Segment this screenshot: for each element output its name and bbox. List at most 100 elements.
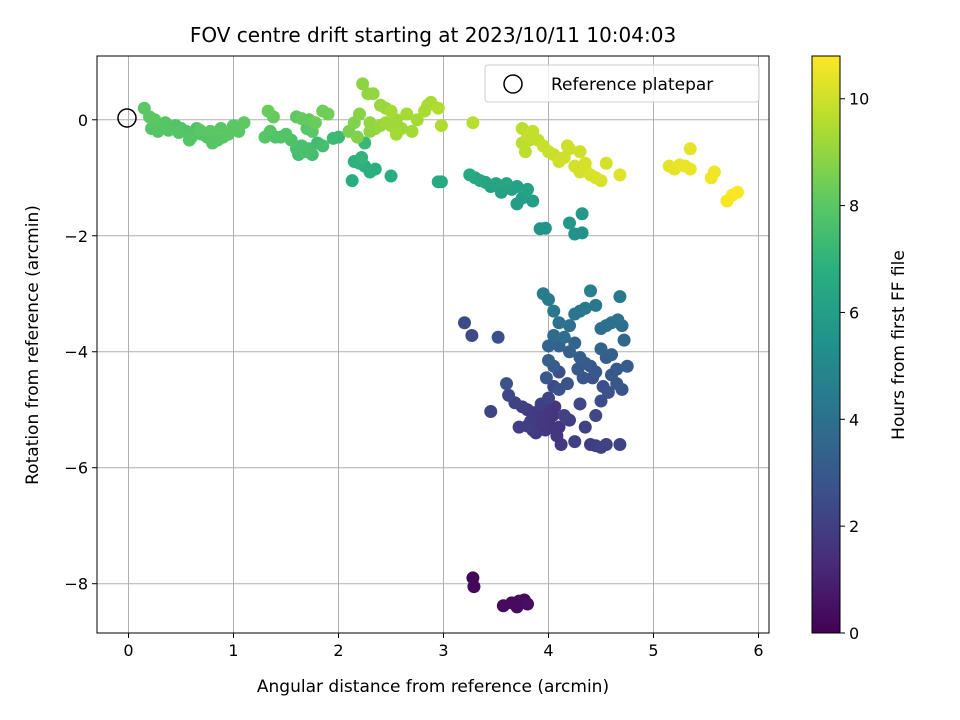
x-tick-label: 3 [438,641,448,660]
data-point [405,124,419,138]
data-point [575,226,589,240]
y-tick-label: 0 [78,111,88,130]
y-axis-label: Rotation from reference (arcmin) [23,205,43,485]
data-point [560,139,574,153]
y-tick-label: −4 [64,343,88,362]
data-point [500,177,513,191]
data-point [465,329,479,343]
data-point [458,316,471,330]
data-point [594,342,608,356]
y-tick-label: −8 [64,575,88,594]
data-point [568,435,582,449]
legend-box [484,64,760,103]
data-point [366,87,380,101]
data-point [584,284,597,298]
data-point [431,101,445,115]
data-point [363,116,377,130]
data-point [554,438,568,452]
data-point [400,107,414,121]
data-point [542,353,555,367]
data-point [434,175,448,189]
colorbar-tick-label: 6 [849,303,859,322]
colorbar-label: Hours from first FF file [889,250,909,440]
data-point [384,169,398,183]
colorbar-tick-label: 4 [849,410,859,429]
data-point [368,162,382,176]
data-point [605,348,618,362]
data-point [356,77,370,91]
colorbar-tick-label: 2 [849,517,859,536]
data-point [308,116,322,130]
x-tick-label: 5 [648,641,658,660]
data-point [599,156,613,170]
data-point [521,419,534,433]
data-point [575,207,589,221]
data-point [538,221,552,235]
data-point [389,127,403,141]
data-point [547,329,561,343]
data-point [731,185,744,199]
x-tick-label: 2 [333,641,343,660]
data-point [491,330,505,344]
data-point [578,420,592,434]
data-point [605,316,618,330]
data-point [137,101,151,115]
data-point [502,388,516,402]
data-point [182,133,196,147]
y-tick-label: −6 [64,459,88,478]
data-point [594,394,608,408]
data-point [613,168,627,182]
data-point [617,333,631,347]
plot-frame [96,55,770,634]
data-point [355,150,369,164]
data-point [526,194,540,208]
data-point [560,377,574,391]
data-point [521,182,534,196]
data-point [599,438,613,452]
colorbar-tick-label: 10 [849,90,869,109]
x-tick-label: 6 [753,641,763,660]
data-point [326,131,340,145]
data-point [161,123,175,137]
data-point [568,307,582,321]
data-point [321,107,335,121]
data-point [237,116,251,130]
data-point [589,298,603,312]
data-points [137,77,744,614]
data-point [573,397,587,411]
data-point [258,130,272,144]
legend: Reference platepar [484,64,760,103]
data-point [594,174,608,188]
colorbar-gradient [811,55,841,634]
data-point [578,301,592,315]
data-point [557,409,571,423]
data-point [467,580,481,594]
data-point [683,142,697,156]
data-point [552,420,566,434]
data-point [573,351,587,365]
data-point [410,113,424,127]
y-axis: −8 −6 −4 −2 0 [64,111,97,594]
data-point [563,216,576,230]
data-point [539,371,553,385]
data-point [573,145,587,159]
data-point [613,290,627,304]
x-axis-label: Angular distance from reference (arcmin) [257,677,609,697]
colorbar-tick-label: 8 [849,197,859,216]
data-point [214,121,228,135]
data-point [463,168,477,182]
data-point [434,119,448,133]
data-point [484,404,498,418]
data-point [589,409,603,423]
data-point [601,385,615,399]
legend-marker-icon [503,74,523,94]
colorbar-tick-label: 0 [849,624,859,643]
data-point [316,139,330,153]
data-point [521,597,534,611]
data-point [547,304,561,318]
data-point [552,316,566,330]
data-point [563,319,576,333]
data-point [578,156,592,170]
grid [97,56,769,633]
